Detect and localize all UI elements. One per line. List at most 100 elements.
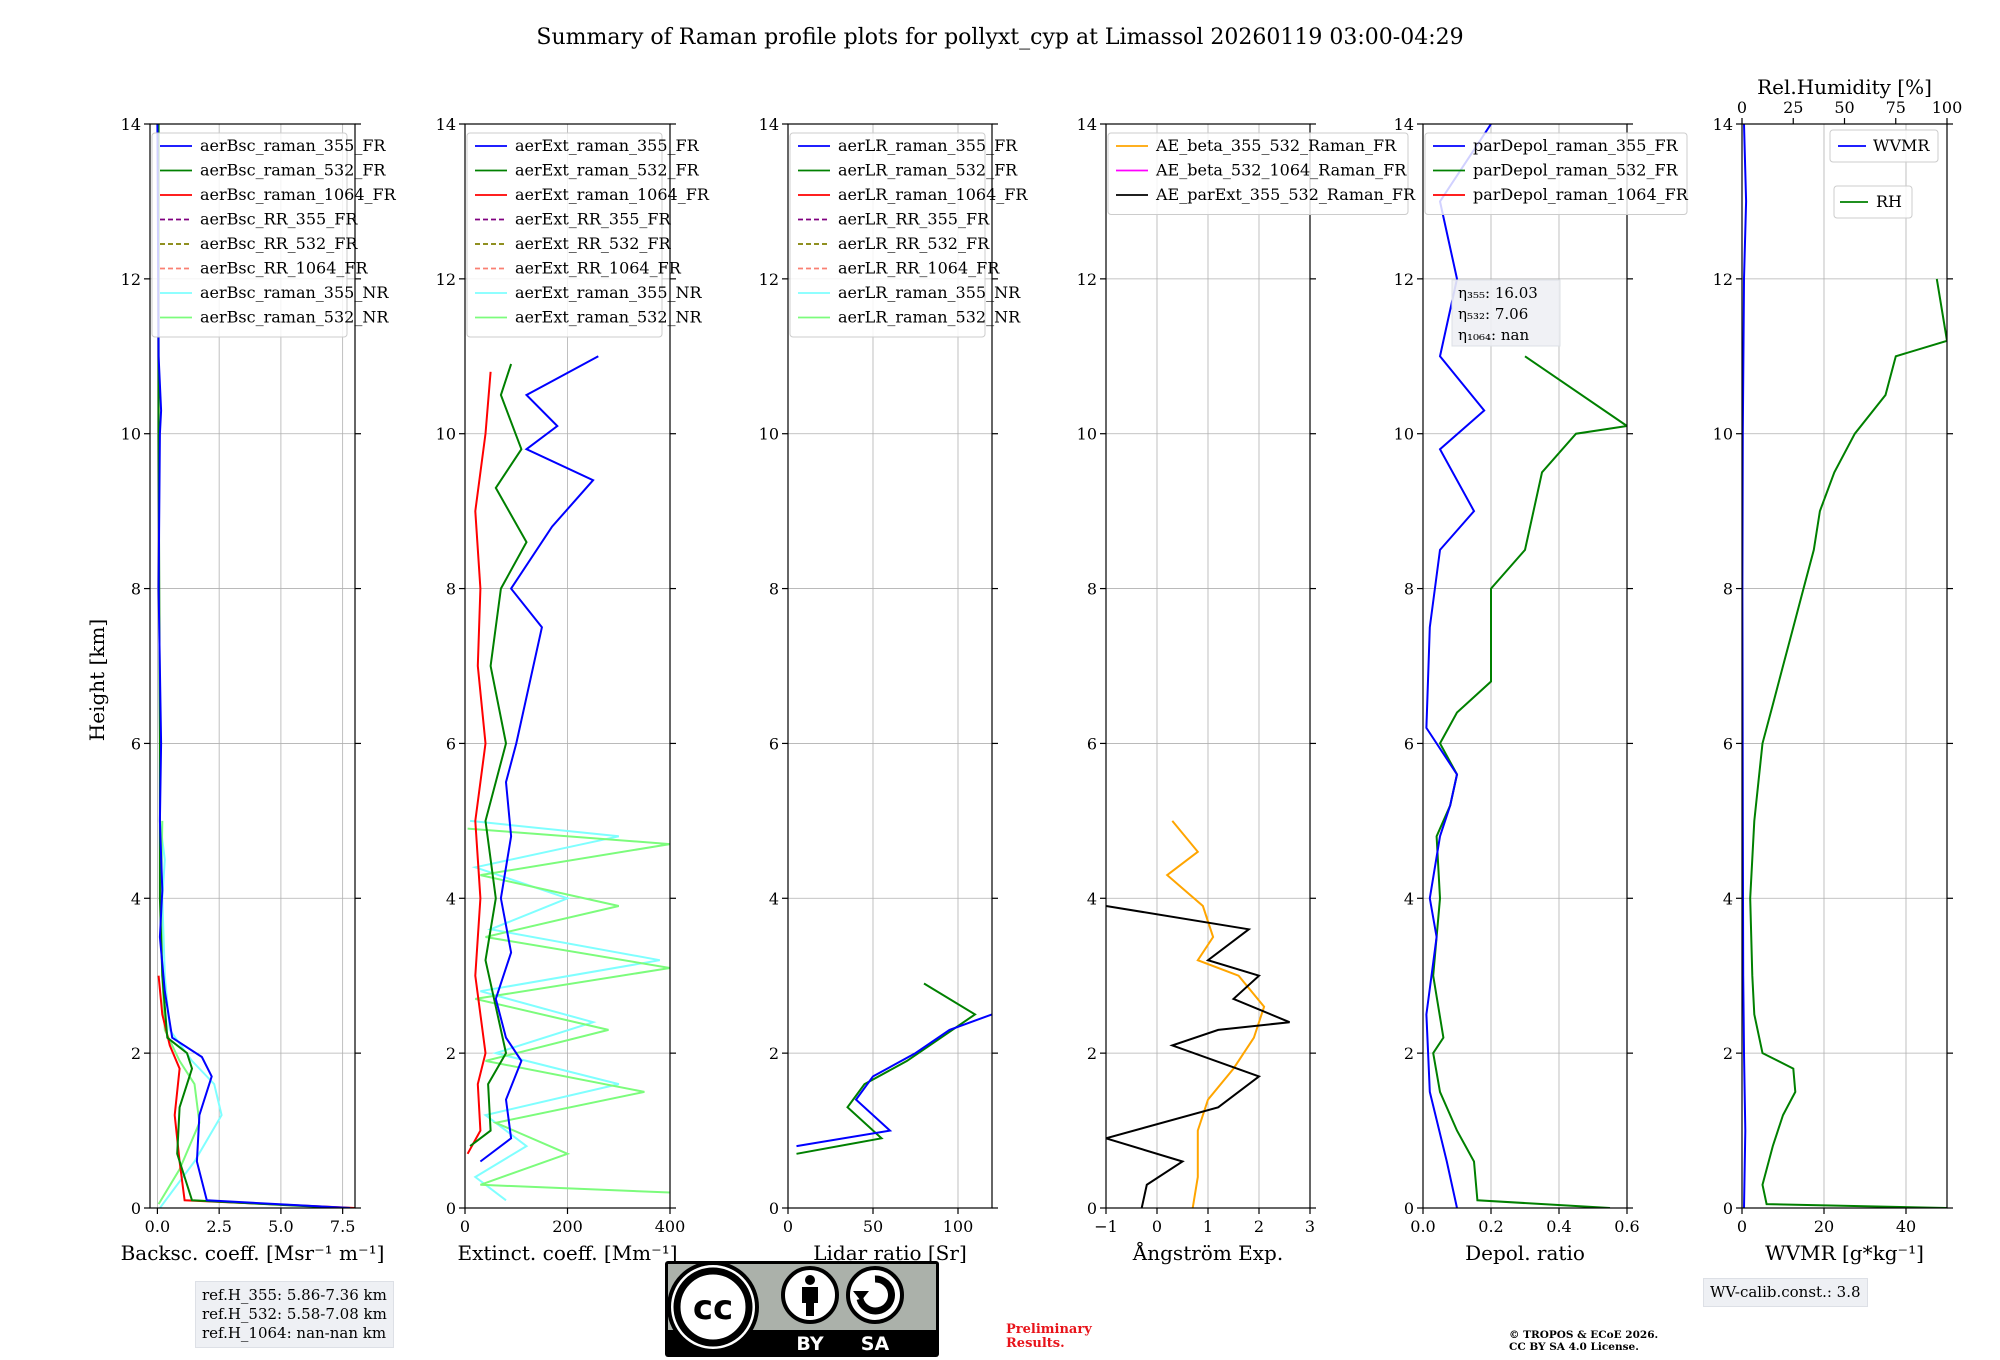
legend: AE_beta_355_532_Raman_FR AE_beta_532_1064… <box>1107 132 1416 215</box>
ref-height-355: ref.H_355: 5.86-7.36 km <box>202 1286 387 1304</box>
x-tick-label: 0.4 <box>1546 1217 1571 1236</box>
top-tick-label: 25 <box>1783 98 1803 117</box>
x-tick-label: 0 <box>783 1217 793 1236</box>
wv-calib-const: WV-calib.const.: 3.8 <box>1710 1283 1861 1301</box>
y-tick-label: 6 <box>1404 734 1414 753</box>
y-tick-label: 12 <box>1713 270 1733 289</box>
y-tick-label: 6 <box>1723 734 1733 753</box>
y-tick-label: 2 <box>446 1044 456 1063</box>
y-tick-label: 6 <box>1087 734 1097 753</box>
cc-by-sa-license-badge: cc BY SA <box>665 1261 939 1357</box>
x-tick-label: 2.5 <box>206 1217 231 1236</box>
legend-entry: aerBsc_raman_355_NR <box>200 283 389 302</box>
legend-entry: aerExt_raman_355_FR <box>515 136 700 155</box>
y-tick-label: 10 <box>1394 425 1414 444</box>
legend-entry: aerExt_raman_1064_FR <box>515 185 710 204</box>
y-tick-label: 6 <box>131 734 141 753</box>
y-tick-label: 4 <box>769 889 779 908</box>
attribution-icon <box>781 1266 839 1324</box>
series-line-aerExt_raman_532_FR <box>469 363 528 1147</box>
y-tick-label: 4 <box>1404 889 1414 908</box>
y-tick-label: 8 <box>1723 580 1733 599</box>
top-axis-label: Rel.Humidity [%] <box>1757 75 1932 99</box>
cc-logo-text: cc <box>693 1288 733 1328</box>
legend-entry: parDepol_raman_532_FR <box>1473 161 1679 180</box>
x-tick-label: 0.0 <box>145 1217 170 1236</box>
panel-ext: 0 2 4 6 8 10 12 14 0 200 400 Extinct. coeff. [Mm⁻¹]… <box>436 115 710 1265</box>
x-tick-label: 0 <box>1737 1217 1747 1236</box>
y-tick-label: 2 <box>131 1044 141 1063</box>
legend-entry: aerExt_raman_532_NR <box>515 308 703 327</box>
y-axis-label: Height [km] <box>85 619 109 741</box>
y-tick-label: 8 <box>1087 580 1097 599</box>
legend: aerLR_raman_355_FR aerLR_raman_532_FR aerL… <box>789 132 1028 338</box>
series-line-aerBsc_raman_1064_FR <box>157 975 355 1208</box>
y-tick-label: 14 <box>436 115 456 134</box>
y-tick-label: 12 <box>121 270 141 289</box>
y-tick-label: 8 <box>1404 580 1414 599</box>
y-tick-label: 2 <box>1404 1044 1414 1063</box>
x-axis-label: Ångström Exp. <box>1132 1240 1283 1265</box>
x-axis-label: Backsc. coeff. [Msr⁻¹ m⁻¹] <box>121 1241 385 1265</box>
panels: 0 2 4 6 8 10 12 14 0.0 2.5 5.0 7.5 Backsc. coeff. [M… <box>121 75 1963 1265</box>
x-axis-label: Extinct. coeff. [Mm⁻¹] <box>457 1241 677 1265</box>
y-tick-label: 4 <box>1723 889 1733 908</box>
x-tick-label: −1 <box>1094 1217 1118 1236</box>
cc-by-text: BY <box>796 1333 823 1355</box>
x-tick-label: 0 <box>460 1217 470 1236</box>
legend: parDepol_raman_355_FR parDepol_raman_532_… <box>1424 132 1689 215</box>
legend-entry: parDepol_raman_1064_FR <box>1473 185 1689 204</box>
x-tick-label: 0 <box>1152 1217 1162 1236</box>
y-tick-label: 0 <box>769 1199 779 1218</box>
preliminary-results-note: Preliminary Results. <box>1006 1323 1092 1351</box>
y-tick-label: 12 <box>1394 270 1414 289</box>
y-tick-label: 10 <box>1077 425 1097 444</box>
legend-entry: aerBsc_RR_355_FR <box>200 210 358 229</box>
y-tick-label: 14 <box>1077 115 1097 134</box>
legend-entry: aerLR_raman_355_FR <box>838 136 1018 155</box>
x-tick-label: 40 <box>1896 1217 1916 1236</box>
y-tick-label: 10 <box>121 425 141 444</box>
series-line-aerBsc_raman_355_FR <box>156 124 351 1208</box>
legend-entry: aerBsc_RR_1064_FR <box>200 259 369 278</box>
x-tick-label: 200 <box>552 1217 583 1236</box>
series-line-AE_beta_355_532_Raman_FR <box>1165 820 1266 1208</box>
x-tick-label: 7.5 <box>330 1217 355 1236</box>
legend-entry: RH <box>1876 192 1902 211</box>
y-tick-label: 0 <box>1723 1199 1733 1218</box>
x-tick-label: 0.2 <box>1478 1217 1503 1236</box>
y-tick-label: 12 <box>759 270 779 289</box>
series-line-parDepol_raman_532_FR <box>1432 355 1627 1208</box>
legend-entry: aerBsc_raman_532_FR <box>200 161 386 180</box>
series-line-WVMR <box>1742 124 1748 1208</box>
eta-annotation: η₃₅₅: 16.03 η₅₃₂: 7.06 η₁₀₆₄: nan <box>1451 279 1561 347</box>
plot-frame <box>787 123 993 1209</box>
panel-bsc: 0 2 4 6 8 10 12 14 0.0 2.5 5.0 7.5 Backsc. coeff. [M… <box>121 115 397 1265</box>
legend-box-wvmr <box>1829 129 1939 163</box>
legend-box <box>789 132 986 338</box>
y-tick-label: 8 <box>769 580 779 599</box>
top-tick-label: 75 <box>1886 98 1906 117</box>
legend: aerBsc_raman_355_FR aerBsc_raman_532_FRae… <box>151 132 397 338</box>
legend-entry: aerLR_raman_1064_FR <box>838 185 1028 204</box>
x-tick-label: 5.0 <box>268 1217 293 1236</box>
legend-entry: aerBsc_raman_355_FR <box>200 136 386 155</box>
y-tick-label: 2 <box>769 1044 779 1063</box>
legend-entry: aerLR_RR_532_FR <box>838 234 990 253</box>
y-tick-label: 10 <box>759 425 779 444</box>
x-axis-label: WVMR [g*kg⁻¹] <box>1765 1241 1924 1265</box>
eta-line: η₃₅₅: 16.03 <box>1458 284 1538 302</box>
copyright-note: © TROPOS & ECoE 2026. CC BY SA 4.0 Licen… <box>1509 1329 1658 1353</box>
cc-sa-text: SA <box>861 1333 890 1355</box>
legend-entry: aerLR_raman_355_NR <box>838 283 1021 302</box>
x-tick-label: 2 <box>1254 1217 1264 1236</box>
legend-entry: aerBsc_RR_532_FR <box>200 234 358 253</box>
legend-box <box>466 132 663 338</box>
legend-entry: aerExt_RR_355_FR <box>515 210 672 229</box>
copyright-line-1: © TROPOS & ECoE 2026. <box>1509 1329 1659 1341</box>
legend-entry: WVMR <box>1873 136 1930 155</box>
y-tick-label: 2 <box>1087 1044 1097 1063</box>
legend-box <box>1424 132 1688 215</box>
